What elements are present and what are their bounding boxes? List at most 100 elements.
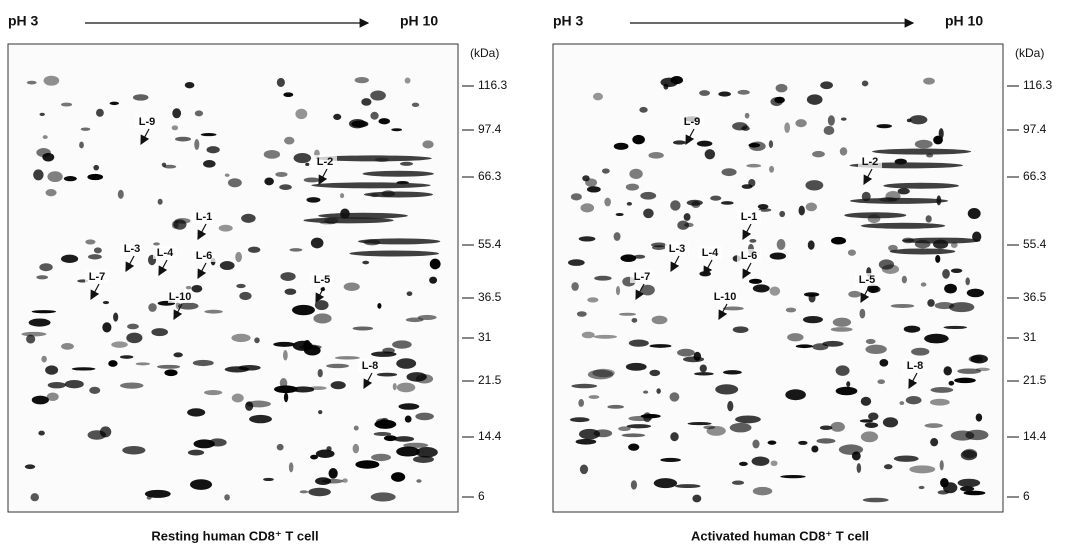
spot — [770, 97, 783, 107]
marker-label: 97.4 — [1023, 122, 1047, 136]
spot — [87, 254, 102, 260]
spot-label: L-8 — [362, 360, 379, 372]
spot — [579, 464, 589, 475]
streak — [363, 191, 434, 198]
spot — [923, 77, 935, 85]
streak — [357, 238, 441, 245]
spot — [770, 460, 778, 467]
spot — [918, 485, 925, 490]
streak — [849, 197, 949, 204]
spot-label: L-2 — [862, 156, 879, 168]
spot — [732, 326, 749, 334]
gel — [7, 43, 459, 513]
spot — [586, 186, 601, 193]
spot — [396, 382, 416, 393]
marker-label: 55.4 — [478, 237, 502, 251]
spot — [621, 433, 646, 438]
spot — [173, 352, 183, 358]
streak — [311, 182, 431, 189]
spot — [859, 308, 866, 319]
spot — [737, 89, 750, 95]
spot — [582, 175, 590, 182]
spot — [45, 189, 57, 197]
spot-arrow — [635, 283, 645, 301]
spot — [722, 306, 744, 311]
spot — [699, 364, 707, 373]
spot — [746, 163, 762, 168]
label-bg — [665, 242, 689, 255]
spot — [593, 334, 617, 339]
spot — [411, 102, 420, 107]
spot — [776, 238, 786, 250]
spot — [939, 460, 944, 471]
spot — [187, 449, 205, 456]
spot — [732, 480, 745, 485]
spot — [882, 417, 899, 428]
spot — [587, 369, 614, 380]
spot — [816, 438, 836, 444]
spot-label: L-1 — [741, 211, 758, 223]
spot — [831, 236, 847, 245]
spot — [840, 117, 847, 121]
spot — [812, 150, 825, 158]
spot — [752, 284, 770, 293]
spot-arrow — [863, 168, 873, 186]
spot — [811, 445, 819, 453]
streak — [303, 217, 394, 224]
spot-arrow — [742, 262, 752, 280]
spot-label: L-5 — [314, 274, 331, 286]
spot — [960, 449, 978, 461]
spot — [795, 344, 814, 349]
spot — [89, 386, 101, 394]
spot-label: L-4 — [157, 247, 174, 259]
spot — [807, 240, 815, 250]
spot — [200, 132, 217, 137]
spot — [835, 386, 858, 396]
spot — [877, 379, 886, 385]
spot — [71, 367, 96, 371]
spot — [696, 140, 713, 147]
spot — [710, 195, 722, 201]
spot — [224, 494, 230, 501]
spot — [909, 115, 928, 125]
spot — [748, 142, 761, 148]
spot — [672, 140, 686, 145]
caption: Activated human CD8⁺ T cell — [691, 528, 869, 543]
spot — [924, 333, 949, 344]
spot — [578, 236, 596, 242]
spot — [317, 368, 323, 378]
spot — [649, 369, 661, 377]
streak — [902, 237, 981, 244]
marker-label: 66.3 — [478, 169, 502, 183]
spot — [835, 365, 850, 376]
spot — [847, 249, 856, 256]
spot — [752, 439, 760, 449]
spot — [273, 341, 296, 347]
spot — [798, 440, 808, 445]
spot — [883, 464, 893, 470]
spot — [303, 177, 321, 183]
spot-arrow — [703, 259, 713, 277]
spot — [39, 263, 53, 272]
spot — [594, 275, 612, 281]
ph-end: pH 10 — [945, 13, 983, 29]
spot — [785, 389, 806, 401]
spot — [376, 372, 398, 377]
spot — [651, 245, 666, 250]
spot-arrow — [158, 259, 168, 277]
spot — [42, 135, 48, 140]
spot — [748, 178, 756, 188]
spot — [580, 203, 595, 213]
spot — [190, 479, 213, 490]
spot — [61, 254, 79, 263]
label-bg — [192, 249, 216, 262]
spot — [416, 479, 422, 483]
spot-arrow — [197, 262, 207, 280]
label-bg — [680, 115, 704, 128]
spot — [686, 199, 703, 206]
spot — [943, 366, 952, 376]
spot — [620, 254, 637, 262]
spot — [876, 124, 892, 129]
spot — [283, 92, 294, 98]
spot — [865, 338, 876, 344]
